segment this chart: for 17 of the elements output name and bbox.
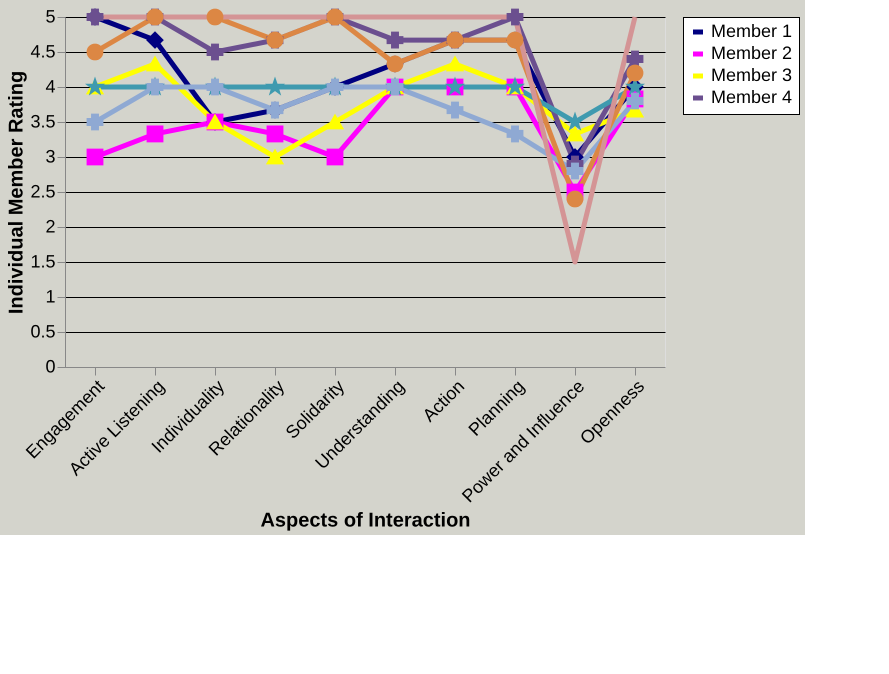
y-tick-label: 4.5 — [30, 42, 56, 62]
y-tick-label: 0.5 — [30, 322, 56, 342]
y-tick-label: 2.5 — [30, 182, 56, 202]
legend-label: Member 1 — [711, 21, 792, 41]
legend-label: Member 2 — [711, 43, 792, 63]
y-tick-label: 0 — [45, 356, 56, 376]
y-tick-label: 2 — [45, 216, 56, 236]
y-tick-label: 3.5 — [30, 112, 56, 132]
legend-label: Member 3 — [711, 65, 792, 85]
y-tick-label: 1.5 — [30, 252, 56, 272]
legend-label: Member 4 — [711, 87, 792, 107]
x-axis-title: Aspects of Interaction — [260, 509, 471, 532]
y-tick-label: 3 — [45, 146, 56, 166]
y-tick-label: 1 — [45, 286, 56, 306]
y-axis-title: Individual Member Rating — [5, 70, 28, 314]
y-tick-label: 4 — [45, 76, 56, 96]
y-tick-label: 5 — [45, 6, 56, 26]
